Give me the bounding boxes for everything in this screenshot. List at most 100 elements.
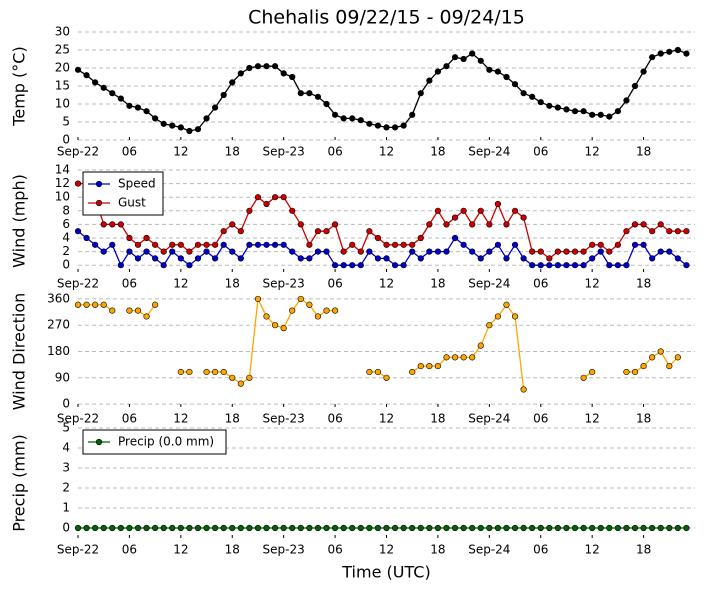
data-point: [152, 524, 159, 532]
data-point: [434, 207, 442, 214]
data-point: [640, 221, 647, 228]
x-tick-label: 12: [585, 412, 600, 426]
data-point: [271, 63, 279, 70]
data-point: [254, 194, 262, 201]
x-tick-label: 18: [225, 145, 240, 159]
data-point: [563, 106, 570, 113]
data-point: [563, 248, 570, 255]
data-point: [194, 126, 202, 133]
data-point: [117, 262, 124, 269]
data-point: [657, 248, 664, 255]
x-tick-label: Sep-23: [263, 277, 305, 291]
data-point: [666, 524, 673, 532]
data-point: [554, 262, 561, 269]
data-point: [203, 524, 210, 532]
data-point: [649, 54, 656, 61]
data-point: [640, 363, 647, 370]
data-point: [597, 524, 604, 532]
data-point: [314, 524, 322, 532]
data-point: [246, 524, 253, 532]
data-point: [409, 248, 416, 255]
data-point: [511, 207, 519, 214]
data-point: [331, 262, 339, 269]
data-point: [186, 127, 193, 135]
data-point: [349, 262, 356, 269]
data-point: [331, 307, 339, 314]
data-point: [537, 524, 544, 532]
data-point: [571, 248, 579, 255]
y-tick-label: 10: [55, 190, 70, 204]
data-point: [683, 228, 690, 235]
data-point: [143, 108, 150, 115]
data-point: [383, 255, 390, 262]
data-point: [546, 255, 553, 262]
x-tick-label: 12: [173, 277, 188, 291]
data-point: [434, 524, 442, 532]
data-point: [666, 363, 673, 370]
data-point: [314, 228, 322, 235]
data-point: [237, 380, 244, 387]
data-point: [649, 255, 656, 262]
x-tick-label: 06: [533, 543, 548, 557]
data-point: [580, 248, 587, 255]
x-tick-label: 12: [173, 412, 188, 426]
series-line: [77, 49, 687, 132]
data-point: [134, 255, 142, 262]
y-tick-label: 3: [62, 461, 70, 475]
data-point: [606, 248, 613, 255]
data-point: [589, 255, 596, 262]
data-point: [469, 221, 476, 228]
data-point: [511, 524, 519, 532]
data-point: [597, 111, 604, 118]
x-tick-label: 06: [327, 277, 342, 291]
data-point: [109, 524, 116, 532]
y-tick-label: 25: [55, 43, 70, 57]
data-point: [606, 262, 613, 269]
data-point: [494, 68, 502, 75]
data-point: [306, 90, 313, 97]
data-point: [297, 295, 304, 303]
data-point: [571, 524, 579, 532]
data-point: [271, 194, 279, 201]
x-tick-label: 18: [430, 277, 445, 291]
y-tick-label: 30: [55, 25, 70, 39]
data-point: [100, 84, 107, 91]
data-point: [443, 248, 450, 255]
x-tick-label: Sep-23: [263, 145, 305, 159]
data-point: [100, 248, 107, 255]
data-point: [426, 524, 433, 532]
data-point: [520, 255, 527, 262]
data-point: [383, 524, 390, 532]
data-point: [143, 234, 150, 242]
data-point: [263, 313, 270, 320]
data-point: [417, 255, 424, 262]
data-point: [614, 262, 621, 269]
x-tick-label: 18: [636, 145, 651, 159]
x-tick-label: 06: [327, 543, 342, 557]
data-point: [254, 241, 262, 248]
data-point: [280, 524, 287, 532]
data-point: [109, 241, 116, 248]
data-point: [289, 524, 296, 532]
data-point: [212, 255, 219, 262]
data-point: [537, 99, 544, 106]
data-point: [186, 248, 193, 255]
data-point: [74, 228, 82, 235]
data-point: [83, 301, 90, 308]
data-point: [451, 54, 459, 61]
data-point: [614, 524, 621, 532]
data-point: [597, 241, 604, 248]
data-point: [631, 368, 639, 376]
x-tick-label: 12: [379, 277, 394, 291]
data-point: [314, 248, 322, 255]
data-point: [631, 221, 639, 228]
data-point: [631, 82, 639, 90]
data-point: [194, 524, 202, 532]
y-tick-label: 4: [62, 441, 70, 455]
data-point: [323, 307, 330, 314]
data-point: [520, 386, 527, 393]
data-point: [212, 368, 219, 376]
data-point: [203, 241, 210, 248]
data-point: [383, 241, 390, 248]
data-point: [297, 90, 304, 97]
